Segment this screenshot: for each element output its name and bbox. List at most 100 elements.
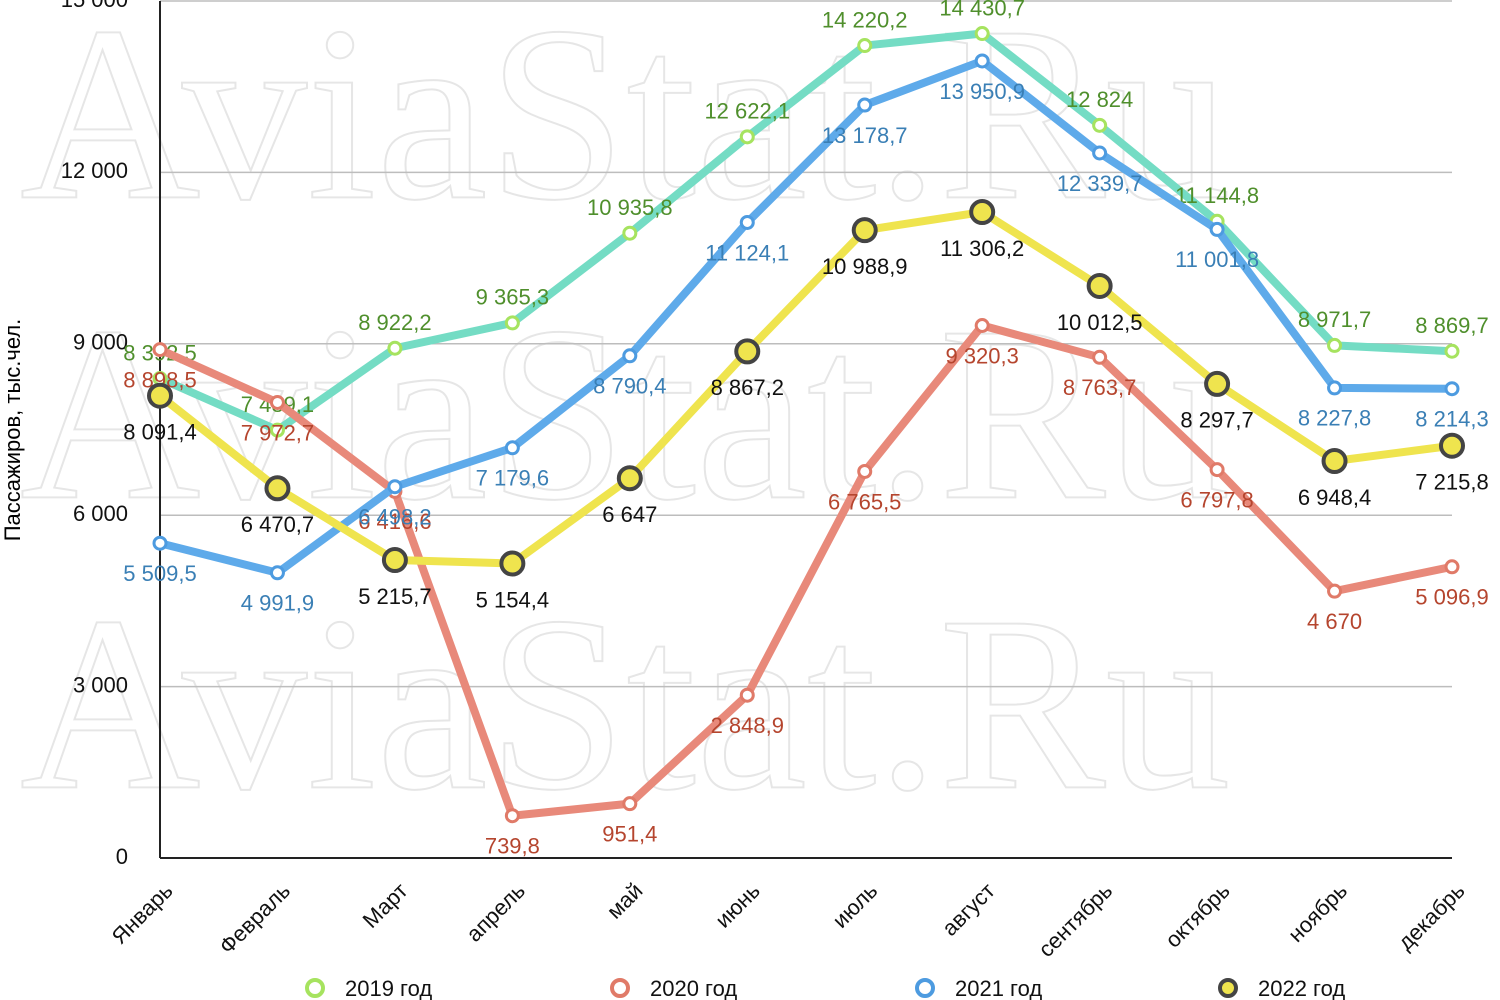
data-point: [381, 547, 408, 574]
x-tick-label: ноябрь: [1283, 878, 1352, 947]
x-tick-label: июль: [827, 878, 882, 933]
data-label: 11 306,2: [940, 236, 1024, 261]
y-tick-label: 15 000: [61, 0, 128, 12]
data-label: 8 227,8: [1298, 406, 1371, 431]
data-label: 8 922,2: [358, 310, 431, 335]
data-point: [1444, 343, 1460, 359]
data-label: 10 012,5: [1057, 310, 1143, 335]
data-label: 5 154,4: [476, 587, 549, 612]
data-point: [1209, 462, 1225, 478]
y-tick-label: 6 000: [73, 501, 128, 526]
data-point: [1321, 448, 1348, 475]
data-point: [974, 53, 990, 69]
data-label: 6 470,7: [241, 512, 314, 537]
data-point: [504, 315, 520, 331]
data-point: [739, 214, 755, 230]
data-point: [152, 535, 168, 551]
data-label: 8 214,3: [1415, 407, 1488, 432]
data-point: [974, 318, 990, 334]
data-label: 8 867,2: [711, 375, 784, 400]
data-label: 951,4: [602, 821, 657, 846]
data-point: [616, 465, 643, 492]
data-point: [499, 550, 526, 577]
data-label: 6 498,2: [358, 505, 431, 530]
legend-label: 2020 год: [650, 976, 737, 1000]
data-point: [857, 97, 873, 113]
data-label: 7 179,6: [476, 466, 549, 491]
data-point: [504, 440, 520, 456]
x-tick-label: Январь: [107, 878, 178, 949]
data-label: 12 824: [1066, 87, 1133, 112]
data-label: 4 670: [1307, 609, 1362, 634]
data-label: 6 765,5: [828, 489, 901, 514]
data-label: 5 509,5: [123, 561, 196, 586]
watermark: AviaStat.Ru: [20, 275, 1231, 552]
data-label: 10 988,9: [822, 254, 908, 279]
data-label: 8 790,4: [593, 374, 666, 399]
data-label: 14 430,7: [939, 0, 1025, 20]
data-label: 6 416,6: [358, 509, 431, 534]
data-label: 11 001,8: [1175, 247, 1259, 272]
data-point: [969, 199, 996, 226]
data-label: 14 220,2: [822, 7, 908, 32]
legend-label: 2019 год: [345, 976, 432, 1000]
data-point: [269, 394, 285, 410]
data-point: [1444, 381, 1460, 397]
data-label: 11 124,1: [705, 240, 789, 265]
data-label: 5 215,7: [358, 584, 431, 609]
x-tick-label: июнь: [710, 878, 765, 933]
data-point: [1204, 370, 1231, 397]
legend-marker: [1218, 978, 1238, 998]
legend-label: 2022 год: [1258, 976, 1345, 1000]
x-tick-label: октябрь: [1160, 878, 1235, 953]
data-point: [1327, 337, 1343, 353]
data-point: [504, 808, 520, 824]
data-point: [1439, 432, 1465, 459]
data-point: [739, 687, 755, 703]
data-point: [1092, 117, 1108, 133]
data-label: 9 365,3: [476, 285, 549, 310]
x-tick-label: Март: [358, 878, 413, 933]
x-tick-label: декабрь: [1393, 878, 1470, 955]
series-line: [159, 56, 1453, 577]
data-point: [622, 225, 638, 241]
data-point: [622, 796, 638, 812]
data-point: [1209, 221, 1225, 237]
y-axis-label: Пассажиров, тыс.чел.: [0, 319, 25, 542]
data-label: 8 297,7: [1180, 408, 1253, 433]
data-point: [739, 129, 755, 145]
data-label: 8 763,7: [1063, 375, 1136, 400]
y-tick-label: 3 000: [73, 672, 128, 697]
data-label: 8 091,4: [123, 420, 196, 445]
y-tick-label: 12 000: [61, 158, 128, 183]
data-label: 7 215,8: [1415, 470, 1488, 495]
x-tick-label: Февраль: [214, 878, 295, 959]
series-line: [158, 321, 1453, 820]
x-tick-label: сентябрь: [1033, 878, 1117, 962]
data-point: [269, 565, 285, 581]
data-label: 13 178,7: [822, 123, 908, 148]
x-tick-label: май: [602, 878, 648, 924]
data-point: [857, 38, 873, 54]
data-point: [1327, 583, 1343, 599]
legend-label: 2021 год: [955, 976, 1042, 1000]
data-point: [387, 479, 403, 495]
data-point: [974, 26, 990, 42]
data-point: [1086, 272, 1113, 299]
data-label: 7 972,7: [241, 420, 314, 445]
data-label: 739,8: [485, 834, 540, 859]
data-label: 11 144,8: [1175, 183, 1259, 208]
data-label: 12 339,7: [1057, 171, 1143, 196]
legend-marker: [915, 978, 935, 998]
data-label: 6 797,8: [1180, 487, 1253, 512]
data-label: 8 971,7: [1298, 307, 1371, 332]
watermark: AviaStat.Ru: [20, 0, 1231, 252]
data-point: [387, 340, 403, 356]
data-label: 13 950,9: [939, 79, 1025, 104]
y-tick-label: 9 000: [73, 330, 128, 355]
series-line: [158, 29, 1453, 435]
series-line: [157, 208, 1453, 568]
data-label: 6 948,4: [1298, 485, 1371, 510]
data-point: [269, 422, 285, 438]
